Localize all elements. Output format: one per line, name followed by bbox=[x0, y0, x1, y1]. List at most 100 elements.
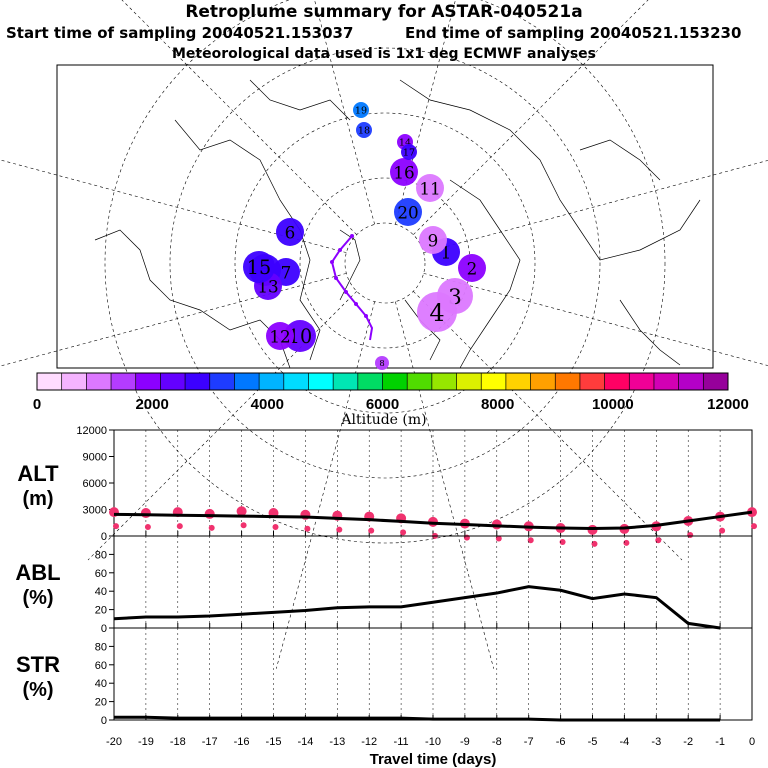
colorbar-swatch bbox=[61, 373, 87, 390]
x-tick-label: -16 bbox=[234, 736, 250, 748]
colorbar-swatch bbox=[505, 373, 531, 390]
x-tick-label: 0 bbox=[749, 736, 755, 748]
trajectory-point bbox=[344, 290, 348, 294]
x-tick-label: -12 bbox=[361, 736, 377, 748]
coastline bbox=[174, 119, 321, 361]
page-title: Retroplume summary for ASTAR-040521a bbox=[185, 2, 583, 22]
scatter-point bbox=[623, 539, 630, 546]
scatter-point bbox=[591, 540, 598, 547]
colorbar-tick-label: 12000 bbox=[707, 396, 749, 413]
scatter-point bbox=[527, 537, 534, 544]
colorbar-swatch bbox=[653, 373, 679, 390]
x-tick-label: -8 bbox=[492, 736, 502, 748]
colorbar-swatch bbox=[86, 373, 112, 390]
cluster-label: 19 bbox=[355, 106, 367, 117]
polar-map: 1234567891011121314151617181920 bbox=[0, 0, 768, 669]
x-tick-label: -11 bbox=[394, 736, 409, 748]
coastline bbox=[399, 79, 701, 261]
cluster-label: 15 bbox=[247, 256, 271, 279]
trajectory-point bbox=[354, 302, 358, 306]
y-tick-label: 3000 bbox=[83, 505, 107, 517]
latitude-circle bbox=[344, 222, 426, 304]
scatter-point bbox=[559, 539, 566, 546]
y-tick-label: 20 bbox=[95, 605, 107, 617]
x-tick-label: -5 bbox=[588, 736, 598, 748]
colorbar-swatch bbox=[357, 373, 383, 390]
cluster-12: 12 bbox=[266, 322, 294, 350]
scatter-point bbox=[140, 508, 151, 519]
start-time-label: Start time of sampling 20040521.153037 bbox=[6, 24, 354, 42]
x-tick-label: -1 bbox=[715, 736, 725, 748]
y-tick-label: 0 bbox=[101, 623, 107, 635]
y-tick-label: 0 bbox=[101, 531, 107, 543]
colorbar-tick-label: 0 bbox=[33, 396, 41, 413]
cluster-label: 17 bbox=[403, 148, 415, 159]
cluster-markers: 1234567891011121314151617181920 bbox=[243, 102, 486, 370]
colorbar-swatch bbox=[382, 373, 408, 390]
colorbar-swatch bbox=[703, 373, 729, 390]
scatter-point bbox=[204, 508, 215, 519]
coastline bbox=[579, 139, 661, 181]
colorbar-swatch bbox=[604, 373, 630, 390]
y-axis-label: STR bbox=[16, 652, 60, 677]
y-tick-label: 12000 bbox=[76, 425, 107, 437]
scatter-point bbox=[304, 525, 311, 532]
cluster-15: 15 bbox=[243, 251, 275, 283]
cluster-marker bbox=[394, 198, 422, 226]
cluster-label: 18 bbox=[358, 126, 370, 137]
colorbar-tick-label: 8000 bbox=[481, 396, 514, 413]
x-tick-label: -10 bbox=[425, 736, 441, 748]
cluster-label: 10 bbox=[288, 325, 312, 348]
cluster-18: 18 bbox=[356, 122, 372, 138]
cluster-8: 8 bbox=[375, 356, 389, 370]
scatter-point bbox=[495, 535, 502, 542]
cluster-marker bbox=[276, 218, 304, 246]
trajectory-point bbox=[330, 260, 334, 264]
time-series-panels: 030006000900012000ALT(m)020406080ABL(%)0… bbox=[15, 425, 757, 768]
y-axis-label: ALT bbox=[17, 461, 59, 486]
y-axis-unit: (m) bbox=[22, 488, 53, 510]
scatter-point bbox=[240, 522, 247, 529]
x-tick-label: -2 bbox=[683, 736, 693, 748]
cluster-17: 17 bbox=[401, 144, 417, 160]
coastline bbox=[619, 299, 681, 366]
cluster-marker bbox=[417, 292, 457, 332]
cluster-6: 6 bbox=[276, 218, 304, 246]
trajectory-point bbox=[364, 314, 368, 318]
colorbar-swatch bbox=[678, 373, 704, 390]
series-line bbox=[114, 715, 721, 722]
x-axis-label: Travel time (days) bbox=[370, 751, 497, 768]
cluster-label: 20 bbox=[397, 202, 418, 222]
cluster-2: 2 bbox=[458, 254, 486, 282]
x-tick-label: -14 bbox=[297, 736, 313, 748]
trajectory-point bbox=[350, 234, 354, 238]
cluster-marker bbox=[375, 356, 389, 370]
trajectory-point bbox=[334, 276, 338, 280]
cluster-4: 4 bbox=[417, 292, 457, 332]
y-tick-label: 20 bbox=[95, 697, 107, 709]
cluster-marker bbox=[419, 226, 447, 254]
colorbar-swatch bbox=[37, 373, 62, 390]
cluster-marker bbox=[266, 322, 294, 350]
colorbar-swatch bbox=[185, 373, 211, 390]
colorbar-swatch bbox=[579, 373, 605, 390]
panel-alt: 0 3000 6000 9000 12000 ALT(m) bbox=[17, 425, 757, 547]
x-tick-label: -9 bbox=[460, 736, 470, 748]
x-tick-label: -20 bbox=[106, 736, 122, 748]
scatter-point bbox=[368, 527, 375, 534]
cluster-19: 19 bbox=[353, 102, 369, 118]
y-tick-label: 9000 bbox=[83, 452, 107, 464]
colorbar-swatch bbox=[333, 373, 359, 390]
scatter-point bbox=[236, 506, 247, 517]
cluster-9: 9 bbox=[419, 226, 447, 254]
scatter-point bbox=[400, 529, 407, 536]
latitude-circle bbox=[234, 112, 536, 414]
cluster-marker bbox=[390, 158, 418, 186]
y-tick-label: 6000 bbox=[83, 478, 107, 490]
map-frame bbox=[56, 64, 714, 369]
x-tick-label: -18 bbox=[170, 736, 186, 748]
colorbar-swatch bbox=[283, 373, 309, 390]
cluster-label: 2 bbox=[467, 258, 478, 278]
colorbar-swatch bbox=[555, 373, 581, 390]
